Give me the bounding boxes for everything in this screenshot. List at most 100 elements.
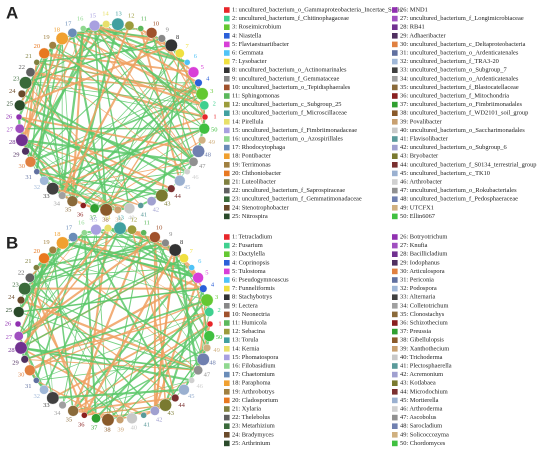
legend-label: 40: uncultured_bacterium_o_Saccharimonad… <box>400 127 525 134</box>
edge <box>83 249 177 416</box>
legend-swatch <box>392 251 398 257</box>
node <box>24 364 36 376</box>
node <box>15 113 23 121</box>
legend-label: 19: Arthrobotrys <box>232 388 275 395</box>
edge <box>24 242 63 360</box>
node <box>164 38 178 52</box>
edge <box>30 82 199 163</box>
legend-label: 32: uncultured_bacterium_f_TRA3-20 <box>400 58 499 65</box>
node-label: 15 <box>91 216 98 223</box>
edge <box>61 194 95 210</box>
node <box>174 48 185 59</box>
edge <box>29 277 156 412</box>
legend-label: 17: Rhodocytophaga <box>232 144 285 151</box>
legend-swatch <box>224 242 230 249</box>
node-label: 22 <box>18 269 25 276</box>
legend-label: 11: Sphingomonas <box>232 92 280 99</box>
legend-label: 11: Humicola <box>232 319 267 326</box>
node <box>199 100 210 111</box>
legend-label: 2: Fusarium <box>232 242 263 249</box>
node <box>145 27 158 39</box>
edge <box>18 257 185 337</box>
node-label: 6 <box>194 53 198 60</box>
node-label: 24 <box>9 88 16 95</box>
node-label: 50 <box>216 334 223 341</box>
node-label: 5 <box>205 269 208 276</box>
node <box>48 246 57 255</box>
legend-swatch <box>392 41 398 48</box>
edge <box>82 28 194 163</box>
node <box>157 34 166 43</box>
legend-label: 7: Lysobacter <box>232 58 267 65</box>
legend-swatch <box>224 153 230 159</box>
legend-swatch <box>224 119 230 125</box>
node-label: 16 <box>77 16 84 23</box>
node <box>15 133 29 147</box>
legend-swatch <box>224 432 230 438</box>
node-label: 29 <box>12 360 19 367</box>
node-label: 16 <box>78 220 85 227</box>
edge <box>62 242 192 269</box>
edge <box>18 232 85 313</box>
node-label: 26 <box>5 320 12 327</box>
node <box>193 365 203 376</box>
node <box>46 391 60 405</box>
edges <box>17 227 211 421</box>
legend-label: 40: Trichoderma <box>400 354 443 361</box>
node <box>159 398 172 412</box>
node-label: 46 <box>192 174 199 181</box>
node-label: 14 <box>104 215 111 222</box>
node-label: 1 <box>218 320 221 327</box>
node-label: 14 <box>102 11 109 18</box>
node <box>14 123 25 134</box>
node <box>91 413 101 424</box>
node-label: 24 <box>8 294 15 301</box>
node-label: 35 <box>65 207 72 214</box>
node-label: 26 <box>6 113 13 120</box>
legend-label: 26: MND1 <box>400 6 428 13</box>
legend-label: 49: Solicoccozyma <box>400 431 449 438</box>
edge <box>82 82 200 207</box>
legend-label: 41: Flavisolibacter <box>400 135 449 142</box>
legend-swatch <box>224 213 230 220</box>
node-label: 9 <box>169 231 172 238</box>
legend-label: 30: uncultured_bacterium_c_Deltaproteoba… <box>400 41 526 48</box>
legend-label: 35: uncultured_bacterium_f_Blastocatella… <box>400 84 519 91</box>
node-label: 42 <box>156 416 163 423</box>
node <box>55 32 69 45</box>
node-label: 21 <box>25 258 32 265</box>
edge <box>36 170 107 211</box>
legend-label: 21: Luteolibacter <box>232 178 277 185</box>
node-label: 27 <box>6 334 13 341</box>
node <box>67 28 78 38</box>
node <box>81 229 88 236</box>
legend-swatch <box>224 311 230 318</box>
legend-swatch <box>392 110 398 116</box>
node <box>19 76 32 90</box>
legend-swatch <box>392 213 398 220</box>
legend-swatch <box>224 371 230 378</box>
legend-label: 14: Kernia <box>232 345 259 352</box>
legend-label: 38: uncultured_bacterium_f_WD2101_soil_g… <box>400 110 528 117</box>
node <box>33 377 40 384</box>
node-label: 44 <box>178 402 185 409</box>
legend-label: 42: uncultured_bacterium_o_Subgroup_6 <box>400 144 507 151</box>
node-label: 4 <box>211 281 215 288</box>
legend-swatch <box>224 196 230 202</box>
legend-label: 13: Torula <box>232 337 258 344</box>
node-label: 6 <box>198 258 202 265</box>
legend-swatch <box>224 67 230 73</box>
legend-swatch <box>224 234 230 240</box>
node <box>33 168 40 175</box>
panel-label: A <box>6 3 18 22</box>
legend-swatch <box>224 76 230 82</box>
legend-swatch <box>224 346 230 352</box>
legend-swatch <box>224 260 230 266</box>
node-label: 10 <box>156 225 163 232</box>
legend-swatch <box>224 285 230 292</box>
node-label: 34 <box>54 200 61 207</box>
legend-label: 24: Stenotrophobacter <box>232 204 289 211</box>
node <box>178 384 190 396</box>
node-label: 42 <box>153 207 160 214</box>
legend-swatch <box>392 277 398 283</box>
